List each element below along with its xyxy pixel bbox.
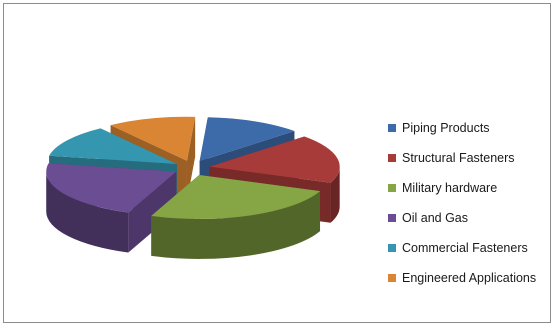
- chart-area: Piping Products Structural Fasteners Mil…: [3, 3, 551, 323]
- legend-label: Engineered Applications: [402, 271, 537, 285]
- legend-item-engineered-applications: Engineered Applications: [388, 270, 536, 300]
- slice-edge: [330, 166, 340, 223]
- legend-label: Oil and Gas: [402, 211, 469, 225]
- legend-swatch: [388, 244, 396, 252]
- slice-top: [199, 117, 295, 162]
- legend-swatch: [388, 214, 396, 222]
- slice-top: [49, 128, 177, 164]
- legend-label: Commercial Fasteners: [402, 241, 528, 255]
- slice-edge: [46, 171, 129, 253]
- legend-label: Structural Fasteners: [402, 151, 515, 165]
- legend-swatch: [388, 184, 396, 192]
- slice-top: [46, 163, 177, 213]
- pie-slice-military-hardware: [151, 174, 321, 259]
- legend: Piping Products Structural Fasteners Mil…: [388, 120, 536, 300]
- slice-edge: [151, 191, 321, 259]
- legend-label: Military hardware: [402, 181, 498, 195]
- legend-item-military-hardware: Military hardware: [388, 180, 536, 210]
- legend-label: Piping Products: [402, 121, 490, 135]
- slice-top: [110, 116, 196, 161]
- legend-swatch: [388, 154, 396, 162]
- legend-item-commercial-fasteners: Commercial Fasteners: [388, 240, 536, 270]
- pie-chart: [46, 116, 340, 259]
- legend-item-oil-and-gas: Oil and Gas: [388, 210, 536, 240]
- slice-top: [151, 174, 321, 219]
- pie-slice-oil-and-gas: [46, 163, 177, 253]
- legend-item-piping-products: Piping Products: [388, 120, 536, 150]
- legend-swatch: [388, 124, 396, 132]
- legend-swatch: [388, 274, 396, 282]
- slice-wall: [186, 116, 196, 201]
- legend-item-structural-fasteners: Structural Fasteners: [388, 150, 536, 180]
- slice-top: [209, 136, 340, 183]
